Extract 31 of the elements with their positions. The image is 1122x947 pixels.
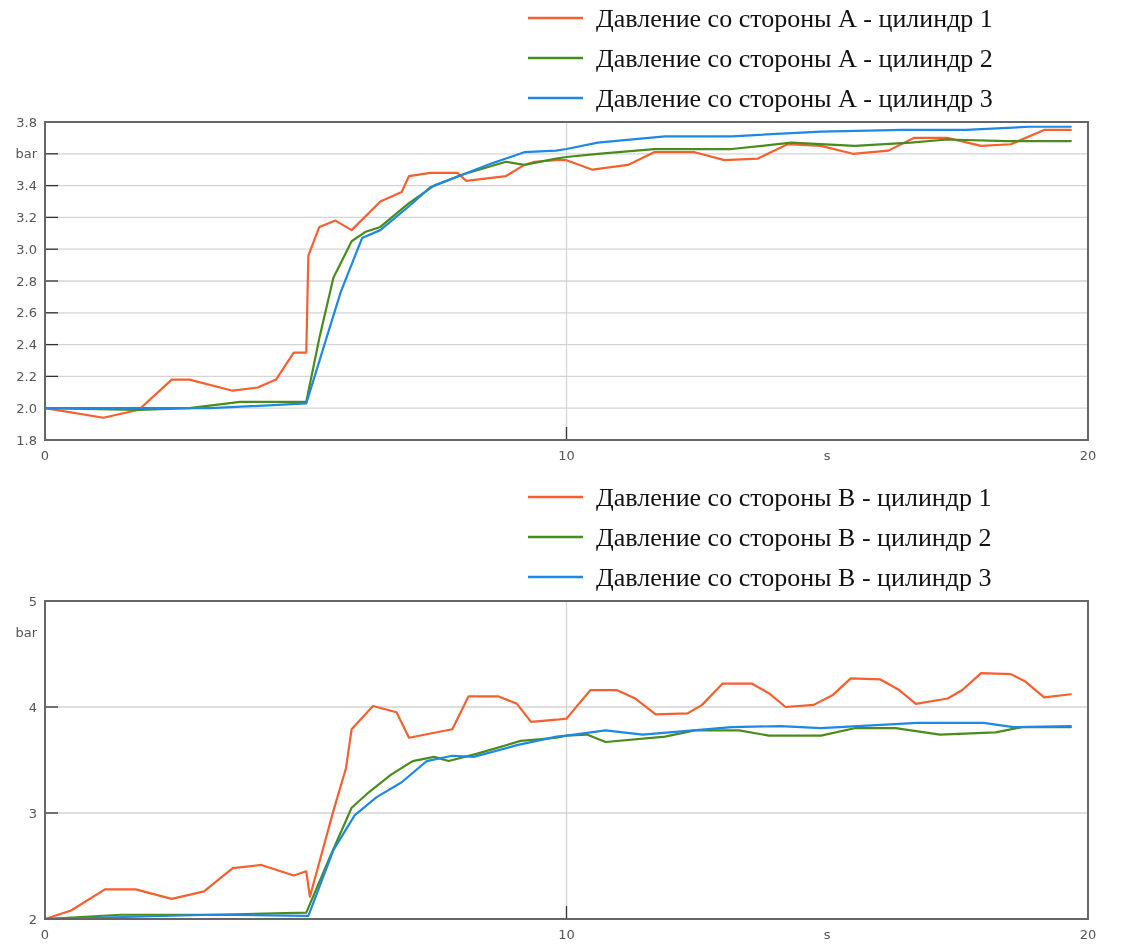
y-tick-label: 3.4: [16, 178, 37, 194]
x-tick-label: 10: [558, 448, 575, 463]
x-tick-label: 20: [1079, 448, 1097, 463]
x-axis-title: s: [823, 448, 831, 463]
y-tick-label: 2.0: [16, 400, 37, 416]
x-tick-label: 0: [40, 927, 50, 942]
legend-label: Давление со стороны В - цилиндр 2: [596, 522, 992, 552]
y-tick-label: 5: [28, 593, 37, 609]
y-tick-label: 2.4: [16, 337, 37, 353]
legend-label: Давление со стороны В - цилиндр 1: [596, 482, 992, 512]
y-tick-label: 2: [28, 911, 37, 927]
x-axis-title: s: [823, 927, 831, 942]
y-tick-label: 3: [28, 805, 37, 821]
y-tick-label: 3.8: [16, 114, 37, 130]
x-tick-label: 10: [558, 927, 575, 942]
x-tick-label: 20: [1079, 927, 1097, 942]
legend-label: Давление со стороны А - цилиндр 3: [596, 83, 993, 113]
x-tick-label: 0: [40, 448, 50, 463]
line-series: [43, 671, 1072, 921]
legend-label: Давление со стороны А - цилиндр 1: [596, 3, 993, 33]
legend-label: Давление со стороны В - цилиндр 3: [596, 562, 992, 592]
y-tick-label: 1.8: [16, 432, 37, 448]
y-tick-label: 3.2: [16, 209, 37, 225]
y-tick-label: 2.2: [16, 368, 37, 384]
y-tick-label: 2.6: [16, 305, 37, 321]
y-tick-label: 4: [28, 699, 37, 715]
y-tick-label: 2.8: [16, 273, 37, 289]
legend-label: Давление со стороны А - цилиндр 2: [596, 43, 993, 73]
y-tick-label: 3.0: [16, 241, 37, 257]
y-axis-title: bar: [15, 625, 38, 641]
y-axis-title: bar: [15, 146, 38, 162]
